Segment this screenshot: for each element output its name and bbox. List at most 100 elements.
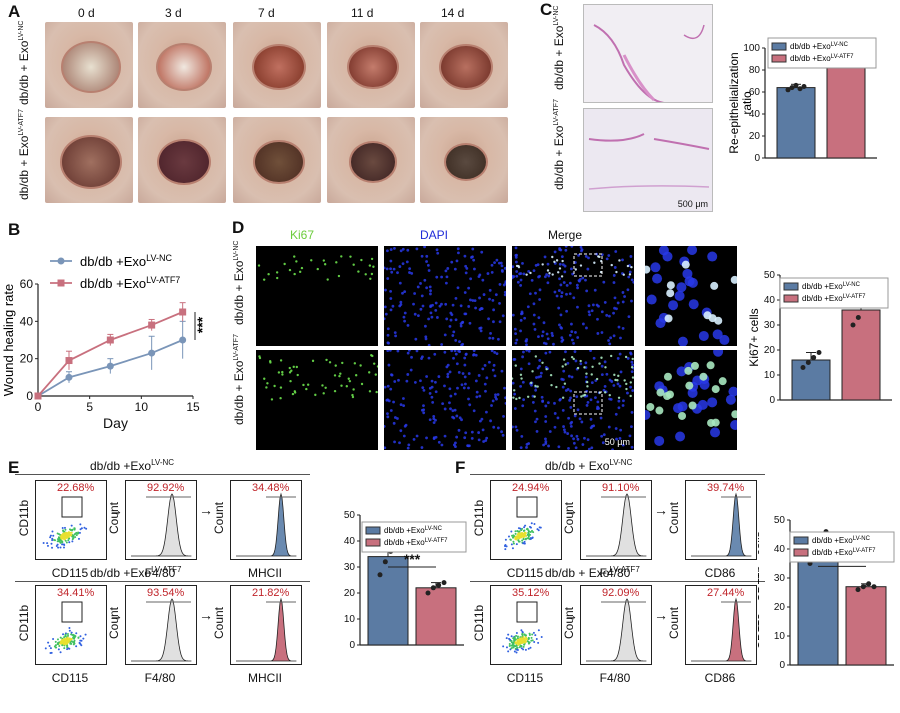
group-divider [470, 581, 765, 582]
group-divider [15, 581, 310, 582]
y-tick-label: 50 [344, 510, 356, 521]
legend-marker [57, 257, 65, 265]
y-tick-label: 60 [20, 277, 34, 291]
y-tick-label: 20 [764, 345, 776, 356]
svg-text:-CD115+-CD11b+ cells: -CD115+-CD11b+ cells [758, 531, 762, 653]
legend-swatch [783, 282, 799, 291]
y-tick-label: 20 [344, 588, 356, 599]
flow-group-header: db/db +ExoLV-ATF7 [90, 565, 182, 580]
flow-x-label: CD86 [704, 566, 736, 580]
legend-label: db/db +ExoLV-ATF7 [384, 538, 448, 547]
legend-label: db/db +ExoLV-NC [80, 253, 172, 269]
arrow-icon: → [109, 607, 123, 623]
y-tick-label: 0 [754, 153, 760, 164]
data-point [866, 581, 872, 587]
legend-label: db/db +ExoLV-ATF7 [812, 548, 876, 557]
arrow-icon: → [564, 502, 578, 518]
data-point [425, 590, 431, 596]
y-tick-label: 50 [774, 515, 786, 526]
gate-percentage: 22.68% [57, 482, 95, 494]
svg-text:Ki67+ cells: Ki67+ cells [747, 308, 761, 366]
flow-x-label: F4/80 [144, 671, 176, 685]
arrow-icon: → [199, 502, 213, 518]
wound-photo [233, 22, 321, 108]
data-point [34, 392, 42, 400]
data-point [148, 321, 156, 329]
timepoint-0: 0 d [78, 6, 95, 20]
mhcii-bar-chart: 0 10 20 30 40 50 *** %MCHII+-F4/80+-CD115+-CD11… [330, 510, 467, 651]
micro-scale-label: 50 μm [604, 437, 630, 447]
flow-x-label: CD86 [704, 671, 736, 685]
flow-y-label: Count [107, 606, 121, 640]
legend-label: db/db +ExoLV-ATF7 [790, 54, 854, 63]
y-tick-label: 30 [774, 573, 786, 584]
flow-y-label: Count [562, 606, 576, 640]
legend-swatch [793, 536, 809, 545]
y-tick-label: 40 [20, 314, 34, 328]
panel-label-c: C [540, 0, 553, 19]
data-point [793, 82, 799, 88]
y-tick-label: 60 [749, 87, 761, 98]
y-axis-label: Ki67+ cells [747, 308, 761, 366]
flow-histogram [230, 585, 302, 665]
panel-label-b: B [8, 220, 21, 239]
channel-dapi: DAPI [420, 228, 449, 242]
wound-area [252, 43, 306, 91]
micrograph-merge: 50 μm [512, 350, 634, 450]
y-tick-label: 80 [749, 65, 761, 76]
wound-photo [138, 22, 226, 108]
wound-photo [45, 22, 133, 108]
wound-photo [420, 22, 508, 108]
y-tick-label: 0 [26, 389, 33, 403]
svg-text:***: *** [194, 316, 210, 333]
arrow-icon: → [564, 607, 578, 623]
y-tick-label: 40 [749, 109, 761, 120]
flow-histogram [685, 585, 757, 665]
data-point [377, 572, 383, 578]
flow-histogram [125, 585, 197, 665]
flow-y-label: Count [212, 501, 226, 535]
panel-label-f: F [455, 458, 466, 477]
timepoint-7: 7 d [258, 6, 275, 20]
flow-x-label: F4/80 [599, 671, 631, 685]
data-point [382, 559, 388, 565]
he-image-nc [583, 4, 713, 104]
wound-healing-line-chart: 0 20 40 60 0 5 10 15 Day Wound healing rate *** db/… [1, 253, 210, 431]
flow-dotplot [35, 585, 107, 665]
data-point [106, 362, 114, 370]
gate-percentage: 92.92% [147, 482, 185, 494]
y-tick-label: 0 [349, 640, 355, 651]
micrograph-merge [512, 246, 634, 346]
wound-area [157, 138, 211, 186]
wound-photo [327, 117, 415, 203]
legend-label: db/db +ExoLV-ATF7 [80, 275, 180, 291]
wound-photo [45, 117, 133, 203]
data-point [430, 585, 436, 591]
y-tick-label: 0 [769, 395, 775, 406]
y-tick-label: 20 [20, 352, 34, 366]
gate-percentage: 27.44% [707, 587, 745, 599]
flow-y-label: Count [107, 501, 121, 535]
flow-y-label: CD11b [472, 499, 486, 537]
y-axis-label: Wound healing rate [1, 284, 16, 397]
panel-label-a: A [8, 2, 21, 21]
panel-label-d: D [232, 218, 245, 237]
wound-area [61, 41, 121, 93]
legend-swatch [365, 538, 381, 547]
data-point [789, 85, 795, 91]
legend-swatch [771, 54, 787, 63]
flow-histogram [230, 480, 302, 560]
data-point [855, 315, 861, 320]
svg-text:-CD115+-CD11b+ cells: -CD115+-CD11b+ cells [330, 519, 332, 641]
flow-y-label: Count [667, 501, 681, 535]
wound-photo [420, 117, 508, 203]
data-point [797, 86, 803, 92]
timepoint-14: 14 d [441, 6, 465, 20]
y-tick-label: 10 [774, 631, 786, 642]
data-point [441, 580, 447, 586]
y-tick-label: 40 [344, 536, 356, 547]
reepithelialization-bar-chart: 020406080100***Re-epithelializationratio… [727, 37, 877, 164]
y-axis-label: %CD86+-F4/80+-CD115+-CD11b+ cells [758, 531, 762, 653]
y-tick-label: 30 [344, 562, 356, 573]
he-scale-label: 500 μm [677, 199, 708, 209]
